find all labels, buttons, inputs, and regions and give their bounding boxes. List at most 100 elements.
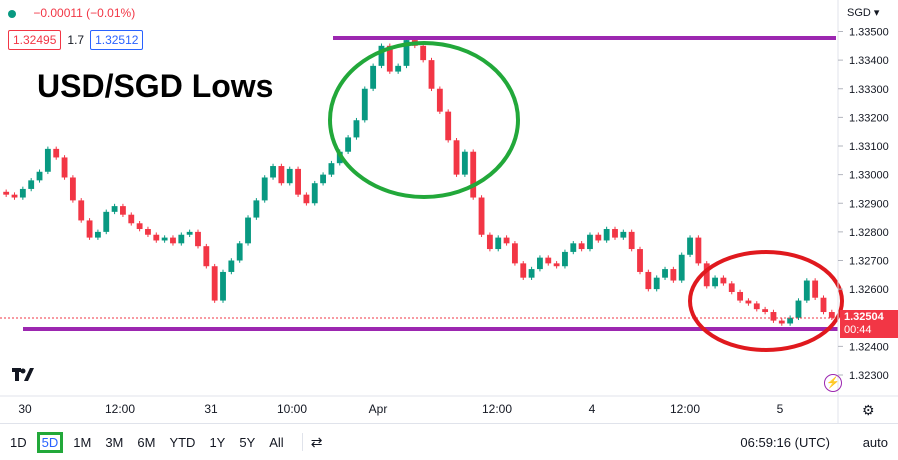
candle-body — [612, 229, 618, 238]
candle-body — [670, 269, 677, 281]
toolbar-divider — [301, 433, 303, 451]
candle-body — [737, 291, 744, 301]
range-button-5d[interactable]: 5D — [36, 431, 64, 453]
candle-body — [286, 168, 293, 184]
price-tick-label: 1.33500 — [849, 27, 889, 39]
time-tick-label: 31 — [204, 402, 218, 416]
ask-button[interactable]: 1.32512 — [90, 30, 144, 50]
candle-body — [778, 320, 785, 324]
candle-body — [503, 237, 510, 244]
bid-button[interactable]: 1.32495 — [8, 30, 62, 50]
candle-body — [595, 234, 602, 241]
price-tick-label: 1.33000 — [849, 170, 889, 182]
gear-icon[interactable]: ⚙ — [862, 402, 875, 418]
date-range-icon[interactable]: ⇄ — [310, 433, 323, 450]
range-button-1m[interactable]: 1M — [73, 434, 92, 450]
symbol-header: −0.00011 (−0.01%) — [8, 6, 135, 20]
current-price-tag: 1.32504 00:44 — [840, 310, 898, 338]
price-tick-label: 1.32900 — [849, 198, 889, 210]
time-tick-label: Apr — [369, 402, 388, 416]
auto-scale-button[interactable]: auto — [862, 435, 888, 450]
candle-body — [461, 151, 468, 175]
candle-body — [278, 166, 285, 184]
candle-body — [94, 231, 101, 238]
candle-body — [178, 234, 185, 244]
candle-body — [195, 231, 201, 247]
range-button-all[interactable]: All — [269, 434, 284, 450]
candle-body — [428, 60, 435, 89]
candle-body — [328, 163, 335, 175]
price-tick-label: 1.32300 — [849, 370, 889, 382]
candle-body — [528, 269, 535, 278]
candle-body — [712, 277, 718, 287]
candle-body — [270, 166, 276, 178]
candle-body — [161, 237, 168, 241]
price-tick-label: 1.33300 — [849, 84, 889, 96]
range-button-1y[interactable]: 1Y — [209, 434, 226, 450]
candle-body — [787, 317, 794, 324]
candle-body — [720, 277, 727, 284]
candle-body — [361, 88, 368, 121]
range-selector: 1D 5D 1M 3M 6M YTD 1Y 5Y All — [0, 431, 288, 453]
quote-panel: 1.32495 1.7 1.32512 — [8, 30, 144, 50]
lightning-icon[interactable]: ⚡ — [824, 374, 842, 392]
candle-body — [436, 88, 443, 112]
candle-body — [553, 263, 560, 267]
range-button-5y[interactable]: 5Y — [239, 434, 256, 450]
candle-body — [78, 200, 85, 221]
candle-body — [703, 263, 710, 287]
time-tick-label: 10:00 — [277, 402, 307, 416]
candle-body — [403, 40, 410, 66]
candle-body — [370, 65, 377, 89]
candle-body — [662, 269, 668, 278]
candle-body — [103, 211, 110, 232]
spread-value: 1.7 — [67, 33, 85, 47]
candle-body — [520, 263, 527, 278]
price-change: −0.00011 (−0.01%) — [33, 6, 136, 20]
candle-body — [186, 231, 193, 235]
candle-body — [170, 237, 176, 244]
candle-body — [236, 243, 243, 261]
time-tick-label: 30 — [18, 402, 32, 416]
chart-title: USD/SGD Lows — [37, 68, 274, 104]
candle-body — [753, 303, 760, 310]
candle-body — [303, 194, 310, 204]
candle-body — [486, 234, 493, 250]
candle-body — [728, 283, 735, 292]
range-button-ytd[interactable]: YTD — [169, 434, 196, 450]
range-button-3m[interactable]: 3M — [105, 434, 124, 450]
candle-body — [770, 312, 777, 321]
candle-body — [478, 197, 485, 235]
candle-body — [61, 157, 68, 178]
candle-body — [3, 191, 10, 195]
candle-body — [795, 300, 802, 318]
price-axis: 1.33500 1.33400 1.33300 1.33200 1.33100 1.330… — [838, 27, 889, 382]
candle-body — [420, 45, 427, 61]
candle-body — [128, 214, 135, 224]
time-axis: 30 12:00 31 10:00 Apr 12:00 4 12:00 5 — [18, 402, 783, 416]
candle-body — [228, 260, 235, 272]
candle-body — [820, 297, 827, 313]
candle-body — [470, 151, 477, 198]
candle-body — [36, 171, 43, 181]
candle-body — [28, 180, 35, 189]
price-tick-label: 1.32800 — [849, 227, 889, 239]
candle-body — [69, 177, 76, 201]
candle-body — [136, 223, 143, 230]
candle-body — [220, 271, 226, 301]
candle-body — [245, 217, 251, 244]
range-button-1d[interactable]: 1D — [10, 434, 27, 450]
candle-body — [653, 277, 660, 290]
currency-label[interactable]: SGD ▾ — [847, 7, 880, 19]
time-tick-label: 12:00 — [670, 402, 700, 416]
candle-body — [620, 231, 627, 238]
candle-body — [211, 266, 218, 301]
candle-body — [11, 194, 18, 198]
utc-clock[interactable]: 06:59:16 (UTC) — [740, 435, 830, 450]
price-tick-label: 1.33400 — [849, 55, 889, 67]
candle-body — [570, 243, 577, 252]
candle-body — [120, 206, 126, 215]
range-button-6m[interactable]: 6M — [137, 434, 156, 450]
candle-body — [628, 231, 635, 250]
